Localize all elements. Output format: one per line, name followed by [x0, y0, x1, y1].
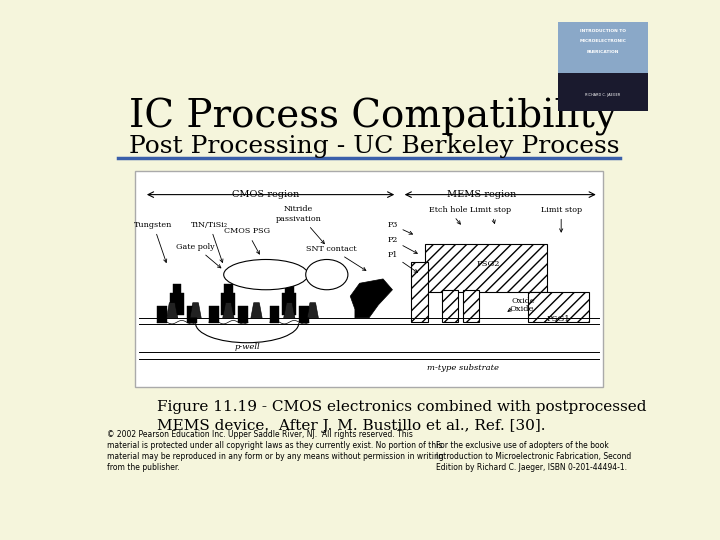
Text: Post Processing - UC Berkeley Process: Post Processing - UC Berkeley Process [129, 136, 619, 158]
Text: For the exclusive use of adopters of the book
Introduction to Microelectronic Fa: For the exclusive use of adopters of the… [436, 441, 631, 472]
Text: TiN/TiSi₂: TiN/TiSi₂ [191, 221, 228, 262]
Text: SNT contact: SNT contact [306, 245, 366, 271]
Polygon shape [190, 303, 201, 318]
Bar [221, 293, 235, 315]
Text: © 2002 Pearson Education Inc. Upper Saddle River, NJ.  All rights reserved. This: © 2002 Pearson Education Inc. Upper Sadd… [107, 430, 444, 472]
Bar [224, 285, 233, 298]
Bar [269, 306, 279, 323]
Bar [209, 306, 219, 323]
Text: m-type substrate: m-type substrate [427, 363, 499, 372]
Text: PSG1: PSG1 [547, 315, 571, 323]
Bar [528, 292, 589, 322]
Bar [170, 293, 184, 315]
Ellipse shape [224, 260, 308, 290]
Text: PSG2: PSG2 [477, 260, 500, 268]
Bar [285, 285, 294, 298]
Polygon shape [166, 303, 178, 318]
Text: MEMS region: MEMS region [447, 190, 516, 199]
Bar [426, 244, 547, 292]
Ellipse shape [306, 260, 348, 290]
Text: Gate poly: Gate poly [176, 242, 221, 268]
Bar [282, 293, 297, 315]
Polygon shape [251, 303, 262, 318]
Text: Oxide: Oxide [508, 296, 536, 312]
Text: p-well: p-well [234, 343, 260, 351]
Text: FABRICATION: FABRICATION [587, 50, 619, 54]
Text: MICROELECTRONIC: MICROELECTRONIC [580, 39, 626, 43]
Text: IC Process Compatibility: IC Process Compatibility [129, 98, 617, 136]
Text: P1: P1 [387, 251, 418, 273]
Bar [238, 306, 248, 323]
Bar [558, 73, 648, 111]
Text: Limit stop: Limit stop [470, 206, 511, 224]
Polygon shape [222, 303, 234, 318]
Text: CMOS PSG: CMOS PSG [224, 227, 270, 254]
Text: INTRODUCTION TO: INTRODUCTION TO [580, 29, 626, 33]
Bar [441, 290, 458, 322]
Text: Etch hole: Etch hole [429, 206, 468, 224]
Text: P2: P2 [387, 236, 418, 253]
Bar [463, 290, 479, 322]
Polygon shape [307, 303, 318, 318]
Polygon shape [284, 303, 295, 318]
Text: RICHARD C. JAEGER: RICHARD C. JAEGER [585, 93, 621, 97]
Bar [300, 306, 309, 323]
Text: Figure 11.19 - CMOS electronics combined with postprocessed
MEMS device.  After : Figure 11.19 - CMOS electronics combined… [157, 400, 647, 433]
Text: P3: P3 [387, 221, 413, 234]
FancyBboxPatch shape [135, 171, 603, 387]
Text: CMOS region: CMOS region [233, 190, 300, 199]
Text: Tungsten: Tungsten [134, 221, 173, 262]
Bar [157, 306, 167, 323]
Polygon shape [350, 279, 392, 318]
Bar [411, 262, 428, 322]
Bar [173, 285, 181, 298]
Text: Nitride
passivation: Nitride passivation [276, 206, 325, 244]
Bar [186, 306, 197, 323]
Text: Oxide: Oxide [510, 305, 534, 313]
Text: Limit stop: Limit stop [541, 206, 582, 232]
